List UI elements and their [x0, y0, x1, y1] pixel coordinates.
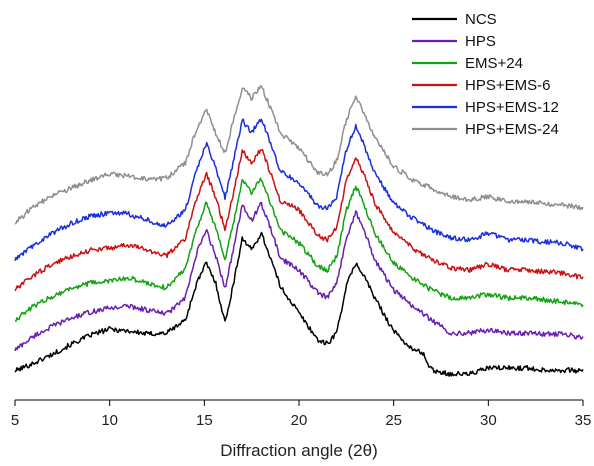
legend-label: HPS: [465, 33, 496, 50]
x-tick-label: 5: [11, 412, 19, 429]
series-line-hps-ems-6: [14, 148, 584, 292]
legend-label: HPS+EMS-6: [465, 77, 550, 94]
x-tick-label: 25: [385, 412, 402, 429]
series-layer: [14, 85, 584, 377]
series-line-hps-ems-24: [14, 85, 584, 225]
x-tick-label: 10: [101, 412, 118, 429]
series-line-ems-24: [14, 177, 584, 322]
series-line-hps-ems-12: [14, 118, 584, 262]
x-tick-label: 35: [575, 412, 592, 429]
legend-label: HPS+EMS-12: [465, 99, 559, 116]
x-axis-ticks: 5 10 15 20 25 30 35: [11, 400, 592, 429]
series-line-ncs: [14, 231, 584, 377]
legend: NCS HPS EMS+24 HPS+EMS-6 HPS+EMS-12 HPS+EMS-2…: [412, 11, 559, 138]
legend-item: HPS+EMS-6: [412, 77, 550, 94]
legend-label: HPS+EMS-24: [465, 121, 559, 138]
x-axis-title: Diffraction angle (2θ): [220, 441, 378, 460]
legend-label: EMS+24: [465, 55, 523, 72]
legend-item: NCS: [412, 11, 497, 28]
legend-item: HPS: [412, 33, 496, 50]
legend-label: NCS: [465, 11, 497, 28]
legend-item: HPS+EMS-12: [412, 99, 559, 116]
legend-item: EMS+24: [412, 55, 523, 72]
x-tick-label: 15: [196, 412, 213, 429]
series-line-hps: [14, 201, 584, 352]
x-tick-label: 30: [480, 412, 497, 429]
x-tick-label: 20: [291, 412, 308, 429]
legend-item: HPS+EMS-24: [412, 121, 559, 138]
